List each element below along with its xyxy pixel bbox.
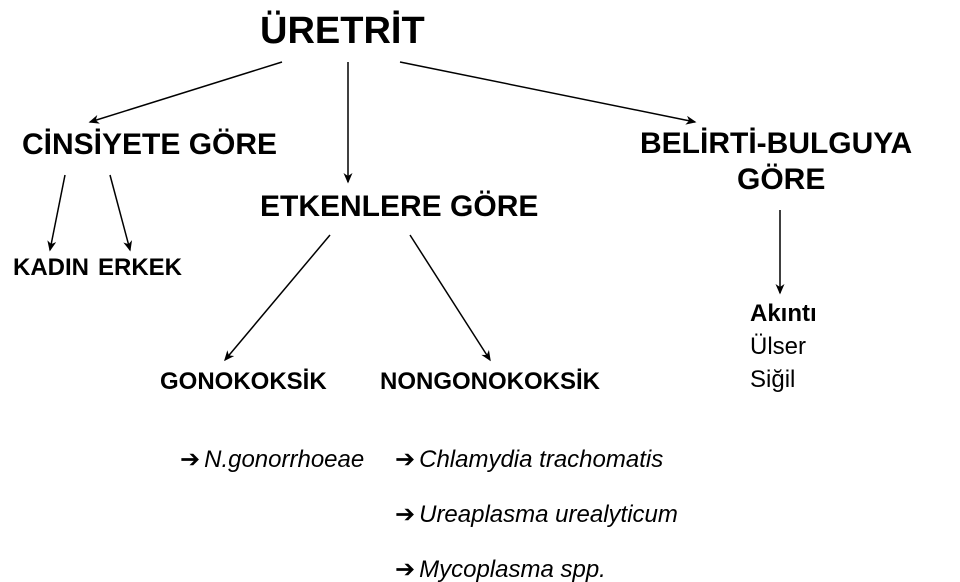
arrow-layer: [0, 0, 960, 582]
symptom-wart: Siğil: [750, 366, 795, 394]
symptom-discharge: Akıntı: [750, 300, 817, 328]
species-n-gonorrhoeae: ➔N.gonorrhoeae: [180, 445, 364, 474]
species-ureaplasma: ➔Ureaplasma urealyticum: [395, 500, 678, 529]
root-title: ÜRETRİT: [260, 10, 425, 53]
category-symptoms-line1: BELİRTİ-BULGUYA: [640, 127, 912, 161]
bullet-icon: ➔: [395, 501, 415, 528]
species-mycoplasma: ➔Mycoplasma spp.: [395, 555, 606, 582]
gender-male: ERKEK: [98, 254, 182, 282]
bullet-icon: ➔: [395, 446, 415, 473]
category-symptoms-line2: GÖRE: [737, 163, 825, 197]
category-agents: ETKENLERE GÖRE: [260, 190, 538, 224]
species-chlamydia: ➔Chlamydia trachomatis: [395, 445, 663, 474]
agent-nongonococcal: NONGONOKOKSİK: [380, 368, 600, 396]
symptom-ulcer: Ülser: [750, 333, 806, 361]
agent-gonococcal: GONOKOKSİK: [160, 368, 327, 396]
category-gender: CİNSİYETE GÖRE: [22, 128, 277, 162]
diagram-stage: ÜRETRİT CİNSİYETE GÖRE ETKENLERE GÖRE BE…: [0, 0, 960, 582]
bullet-icon: ➔: [395, 556, 415, 582]
bullet-icon: ➔: [180, 446, 200, 473]
gender-female: KADIN: [13, 254, 89, 282]
